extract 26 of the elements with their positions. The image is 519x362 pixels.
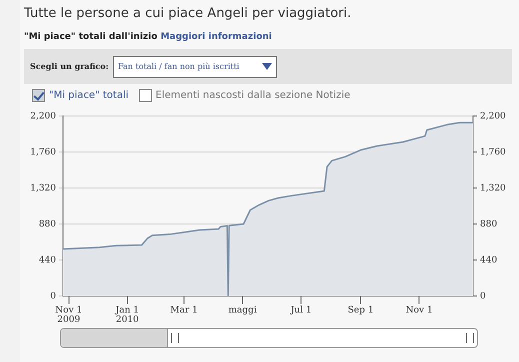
text: Maggiori informazioni: [160, 32, 272, 42]
y2-tick-label: 1,320: [480, 183, 506, 194]
text: Scegli un grafico:: [30, 61, 109, 71]
y-tick-label: 1,760: [30, 147, 56, 158]
x-tick-label: Sep 1: [348, 305, 374, 316]
x-tick-label: Jul 1: [290, 305, 312, 316]
y-tick-label: 440: [38, 255, 56, 266]
x-tick-label: maggi: [228, 305, 257, 316]
chart-subtitle: "Mi piace" totali dall'inizio: [24, 32, 158, 42]
dropdown: Fan totali / fan non più iscritti: [113, 56, 277, 78]
y2-tick-label: 2,200: [480, 111, 506, 122]
x-tick-label: Jan 1 2010: [114, 305, 140, 326]
x-tick-label: Mar 1: [170, 305, 198, 316]
legend-label: "Mi piace" totali: [49, 90, 129, 101]
y-tick-label: 2,200: [30, 111, 56, 122]
x-tick-label: Nov 1 2009: [55, 305, 82, 326]
y-tick-label: 0: [50, 291, 56, 302]
text: Elementi nascosti dalla sezione Notizie: [156, 90, 350, 101]
x-tick-label: Nov 1: [406, 305, 433, 316]
y2-tick-label: 440: [480, 255, 498, 266]
y2-tick-label: 0: [480, 291, 486, 302]
y2-tick-label: 1,760: [480, 147, 506, 158]
y2-tick-label: 880: [480, 219, 498, 230]
y-tick-label: 1,320: [30, 183, 56, 194]
y-tick-label: 880: [38, 219, 56, 230]
chart-title: Tutte le persone a cui piace Angeli per viaggiatori.: [24, 6, 352, 21]
